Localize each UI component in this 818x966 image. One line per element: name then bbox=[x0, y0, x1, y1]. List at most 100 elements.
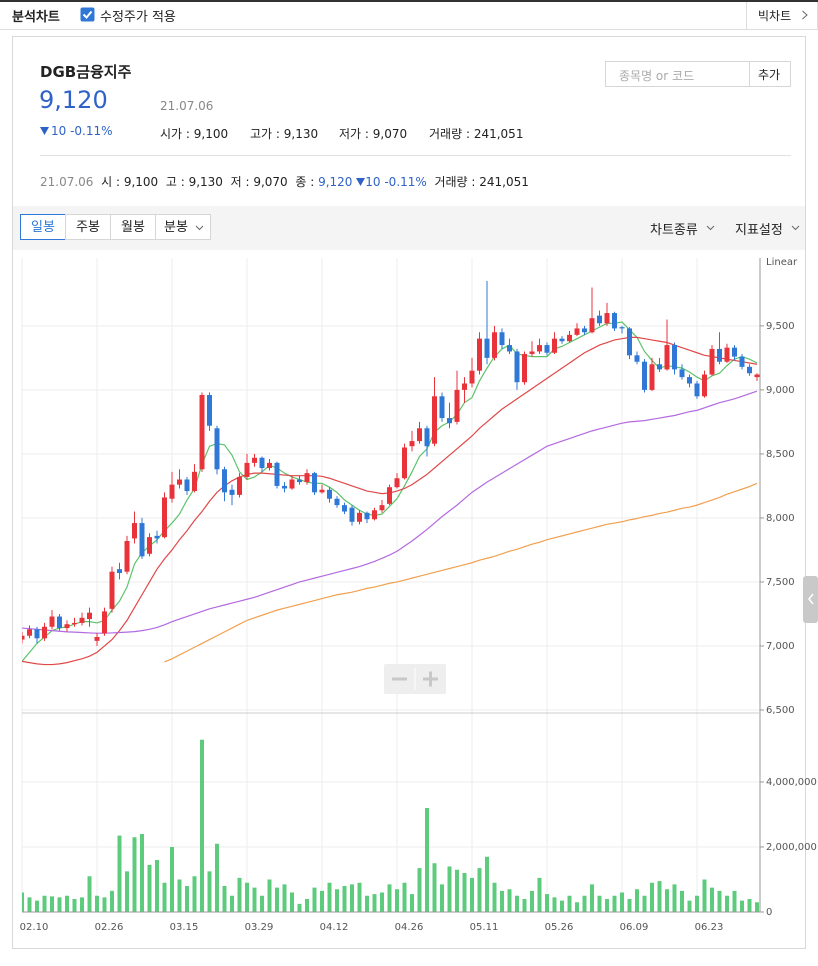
field-label: 저가 bbox=[339, 127, 362, 141]
x-tick-label: 03.15 bbox=[170, 922, 199, 933]
candle-body bbox=[274, 462, 280, 486]
candle-body bbox=[499, 332, 505, 346]
candle-body bbox=[717, 348, 722, 362]
candle-body bbox=[57, 616, 62, 629]
volume-bar bbox=[620, 892, 624, 912]
candle-body bbox=[327, 489, 332, 499]
chart-panel bbox=[12, 36, 806, 949]
candle-body bbox=[439, 396, 445, 419]
volume-bar bbox=[672, 884, 677, 912]
field-value: 241,051 bbox=[473, 127, 524, 141]
top-bar bbox=[0, 0, 818, 30]
summary-date: 21.07.06 bbox=[40, 175, 94, 189]
candle-body bbox=[589, 318, 595, 333]
volume-bar bbox=[350, 884, 354, 912]
volume-bar bbox=[650, 882, 654, 912]
chevron-path bbox=[195, 225, 204, 231]
volume-bar bbox=[297, 903, 302, 912]
plot-area bbox=[22, 281, 760, 912]
volume-bar bbox=[125, 871, 129, 912]
volume-bar bbox=[35, 900, 39, 912]
separator: : bbox=[185, 127, 190, 141]
candle-body bbox=[529, 351, 535, 355]
volume-bar bbox=[755, 902, 759, 912]
candle-body bbox=[409, 441, 415, 447]
candle-body bbox=[154, 535, 160, 539]
volume-bar bbox=[177, 879, 182, 912]
volume-bar bbox=[185, 885, 189, 912]
volume-bar bbox=[282, 884, 287, 912]
summary-value: 9,100 bbox=[123, 175, 159, 189]
big-chart-label[interactable]: 빅차트 bbox=[758, 9, 792, 23]
candle-body bbox=[664, 345, 670, 370]
candle-body bbox=[192, 471, 197, 492]
candle-body bbox=[484, 338, 490, 358]
candle-body bbox=[289, 479, 295, 489]
volume-bar bbox=[132, 837, 137, 912]
volume-bar bbox=[522, 898, 527, 912]
candle-body bbox=[34, 629, 40, 639]
volume-bar bbox=[305, 898, 309, 912]
side-toggle[interactable] bbox=[803, 576, 818, 623]
summary-value: 9,070 bbox=[253, 175, 288, 189]
candle-body bbox=[162, 497, 167, 538]
x-tick-label: 02.10 bbox=[20, 922, 49, 933]
side-tab[interactable] bbox=[803, 576, 818, 623]
candle-body bbox=[94, 637, 100, 641]
candle-body bbox=[342, 505, 347, 512]
candle-body bbox=[207, 395, 212, 426]
candle-body bbox=[454, 389, 460, 422]
y-tick-label: 9,000 bbox=[766, 385, 795, 396]
volume-bar bbox=[222, 885, 227, 912]
search-placeholder[interactable]: 종목명 or 코드 bbox=[619, 69, 695, 83]
y-tick-label: 8,500 bbox=[766, 449, 795, 460]
x-tick-label: 02.26 bbox=[95, 922, 124, 933]
candle-body bbox=[642, 361, 647, 390]
volume-bar bbox=[335, 889, 339, 912]
x-tick-label: 04.12 bbox=[320, 922, 349, 933]
period-tab[interactable]: 월봉 bbox=[110, 214, 156, 240]
candle-body bbox=[462, 383, 467, 390]
chevron-path bbox=[706, 225, 715, 231]
candle-body bbox=[372, 510, 377, 520]
volume-bar bbox=[665, 889, 669, 912]
volume-bar bbox=[155, 859, 159, 912]
volume-bar bbox=[575, 902, 579, 912]
volume-bar bbox=[612, 895, 617, 912]
add-button[interactable] bbox=[749, 61, 791, 87]
chevron-right bbox=[802, 10, 808, 20]
y-tick-label: 9,500 bbox=[766, 321, 795, 332]
menu[interactable]: 지표설정 bbox=[735, 223, 783, 238]
volume-bar bbox=[447, 866, 452, 912]
stock-field: 시가 : 9,100 bbox=[160, 125, 228, 142]
y-tick-label: 7,000 bbox=[766, 641, 795, 652]
volume-bar bbox=[170, 846, 174, 912]
checkbox[interactable] bbox=[80, 7, 95, 22]
volume-bar bbox=[537, 877, 542, 912]
candle-body bbox=[544, 345, 550, 353]
candle-body bbox=[514, 351, 520, 383]
page-title: 분석차트 bbox=[12, 10, 60, 25]
candle-body bbox=[72, 622, 77, 625]
candle-body bbox=[657, 364, 662, 370]
divider bbox=[40, 155, 791, 156]
candle-body bbox=[424, 428, 430, 447]
candle-body bbox=[364, 512, 370, 520]
candle-body bbox=[724, 347, 730, 362]
volume-bar bbox=[605, 898, 609, 912]
candle-body bbox=[282, 485, 287, 489]
candle-body bbox=[334, 498, 340, 506]
tab-label: 분봉 bbox=[164, 220, 188, 235]
stock-date: 21.07.06 bbox=[160, 99, 214, 113]
add-button-label[interactable]: 추가 bbox=[758, 68, 781, 82]
stock-field: 저가 : 9,070 bbox=[339, 125, 407, 142]
stock-field: 고가 : 9,130 bbox=[250, 125, 318, 142]
period-tab[interactable]: 일봉 bbox=[20, 214, 66, 240]
menu[interactable]: 차트종류 bbox=[650, 223, 698, 238]
period-tab[interactable]: 주봉 bbox=[65, 214, 111, 240]
volume-bar bbox=[230, 895, 234, 912]
chevron-down bbox=[195, 225, 204, 231]
checkbox-label[interactable]: 수정주가 적용 bbox=[100, 10, 176, 25]
volume-bar bbox=[582, 895, 587, 912]
x-tick-label: 06.09 bbox=[620, 922, 649, 933]
